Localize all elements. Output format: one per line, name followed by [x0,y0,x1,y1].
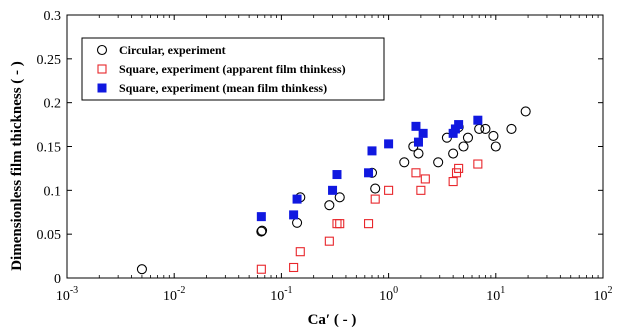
data-point [384,185,394,195]
y-axis-title: Dimensionless film thickness ( - ) [9,61,25,271]
x-tick-base: 10 [56,289,70,304]
data-point [520,106,531,117]
y-tick-label: 0.05 [37,228,62,243]
x-tick-exponent: -2 [177,285,185,296]
x-tick-label: 101 [486,285,505,304]
x-tick-label: 102 [594,285,613,304]
legend-marker [97,83,107,93]
x-tick-base: 10 [163,289,177,304]
x-tick-base: 10 [270,289,284,304]
data-point [334,192,345,203]
data-point [488,130,499,142]
data-point [433,157,444,168]
data-point [420,174,430,184]
data-point [136,264,147,275]
data-point [289,262,299,273]
data-point [328,185,338,195]
x-tick-base: 10 [379,289,393,304]
data-point [370,183,381,194]
data-point [256,226,267,237]
x-tick-exponent: 0 [393,285,398,296]
data-point [256,212,266,222]
series-square-mean [256,115,483,222]
data-point [384,139,394,149]
data-point [448,148,459,159]
data-point [462,132,474,143]
data-point [506,123,517,135]
legend-box [81,37,385,101]
data-point [335,219,345,229]
data-point [411,168,421,178]
data-point [292,194,302,204]
data-point [416,185,426,195]
y-tick-label: 0.1 [44,184,62,199]
y-tick-label: 0.25 [37,53,62,68]
x-tick-label: 10-3 [56,285,78,304]
x-axis-title: Ca′ ( - ) [308,312,357,328]
legend-label: Square, experiment (apparent film thinke… [119,62,346,76]
y-tick-label: 0.3 [44,9,62,24]
data-point [480,123,491,135]
data-point [413,148,424,159]
data-point [363,219,374,229]
data-point [458,141,469,152]
legend-marker [96,44,108,56]
data-point [418,128,428,138]
data-point [454,163,464,173]
data-point [399,157,410,168]
x-tick-label: 100 [379,285,398,304]
y-tick-label: 0 [54,272,61,287]
data-point [370,194,380,204]
x-tick-label: 10-1 [270,285,292,304]
data-point [364,168,374,178]
data-point [332,170,342,180]
data-point [367,146,377,156]
x-tick-base: 10 [594,289,608,304]
legend-label: Circular, experiment [119,43,226,57]
data-point [324,200,335,211]
data-point [411,121,421,131]
data-point [448,177,458,187]
x-tick-base: 10 [486,289,500,304]
data-point [324,236,334,246]
data-point [289,210,299,220]
axis-ticks: 10-3 10-2 10-1 100 101 10200.050.10.150.20.25… [37,9,613,304]
data-point [295,247,305,257]
data-point [490,141,501,152]
data-point [256,264,266,274]
x-tick-exponent: -3 [70,285,78,296]
data-point [454,120,464,130]
data-point [473,159,483,169]
data-markers [136,106,531,275]
data-point [413,137,423,147]
data-point [292,217,303,228]
legend: Circular, experiment Square, experiment (… [81,37,385,101]
x-tick-exponent: 1 [500,285,505,296]
legend-marker [97,64,107,74]
x-tick-exponent: -1 [284,285,292,296]
legend-label: Square, experiment (mean film thinkess) [119,81,327,95]
series-square-apparent [256,159,483,274]
data-point [473,115,483,125]
x-tick-exponent: 2 [608,285,613,296]
data-point [332,219,342,229]
y-tick-label: 0.15 [37,141,62,156]
x-tick-label: 10-2 [163,285,185,304]
y-tick-label: 0.2 [44,97,62,112]
data-point [257,225,268,236]
